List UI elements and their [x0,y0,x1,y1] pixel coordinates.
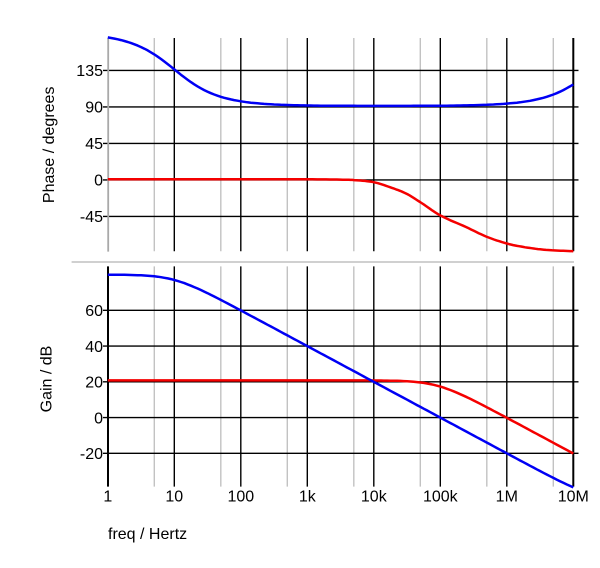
svg-text:60: 60 [85,303,103,320]
svg-text:10k: 10k [361,489,388,506]
svg-text:135: 135 [76,63,103,80]
svg-text:20: 20 [85,375,103,392]
svg-text:100k: 100k [423,489,459,506]
svg-text:1: 1 [103,489,112,506]
svg-text:freq / Hertz: freq / Hertz [108,526,187,543]
svg-text:10M: 10M [558,489,589,506]
svg-text:100: 100 [227,489,254,506]
svg-text:40: 40 [85,339,103,356]
svg-text:Gain / dB: Gain / dB [39,346,56,413]
svg-text:Phase / degrees: Phase / degrees [41,87,58,204]
svg-text:1k: 1k [299,489,317,506]
svg-text:-20: -20 [80,446,103,463]
svg-text:-45: -45 [80,209,103,226]
svg-text:45: 45 [85,136,103,153]
svg-text:90: 90 [85,100,103,117]
svg-text:10: 10 [165,489,183,506]
svg-text:1M: 1M [496,489,518,506]
svg-text:0: 0 [94,410,103,427]
svg-text:0: 0 [94,173,103,190]
